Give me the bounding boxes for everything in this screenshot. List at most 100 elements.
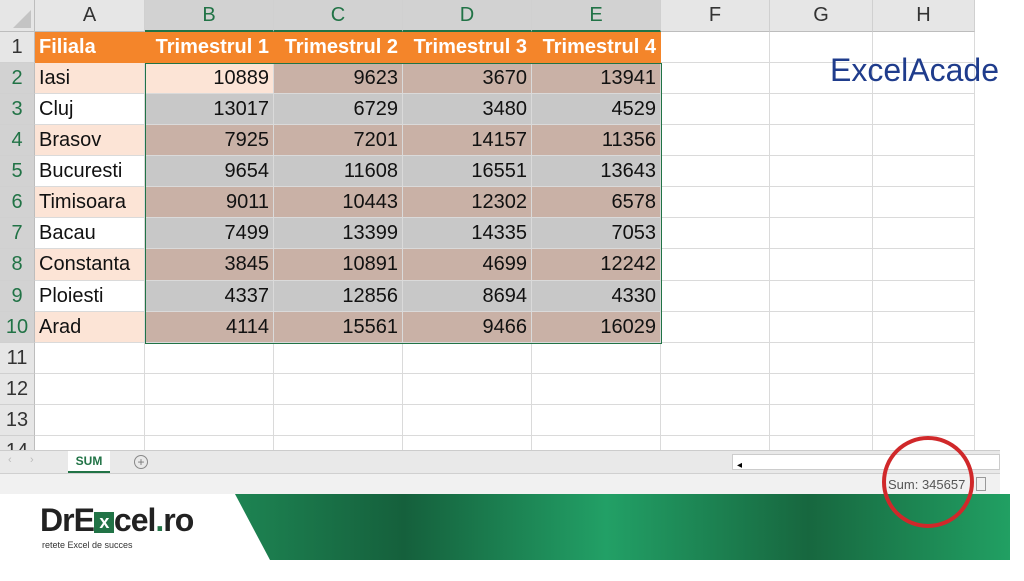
cell-G7[interactable] <box>770 218 873 249</box>
row-header-13[interactable]: 13 <box>0 405 35 436</box>
cell-D3[interactable]: 3480 <box>403 94 532 125</box>
cell-D11[interactable] <box>403 343 532 374</box>
cell-H2[interactable] <box>873 63 975 94</box>
tab-scroll-left-icon[interactable]: ‹ <box>8 454 12 466</box>
cell-D8[interactable]: 4699 <box>403 249 532 281</box>
cell-C8[interactable]: 10891 <box>274 249 403 281</box>
cell-A4[interactable]: Brasov <box>35 125 145 156</box>
cell-F8[interactable] <box>661 249 770 281</box>
cell-E7[interactable]: 7053 <box>532 218 661 249</box>
cell-A5[interactable]: Bucuresti <box>35 156 145 187</box>
cell-B7[interactable]: 7499 <box>145 218 274 249</box>
cell-F13[interactable] <box>661 405 770 436</box>
sheet-tab-sum[interactable]: SUM <box>68 451 110 473</box>
cell-F9[interactable] <box>661 281 770 312</box>
cell-A12[interactable] <box>35 374 145 405</box>
cell-G2[interactable] <box>770 63 873 94</box>
cell-A2[interactable]: Iasi <box>35 63 145 94</box>
cell-F12[interactable] <box>661 374 770 405</box>
cell-E12[interactable] <box>532 374 661 405</box>
cell-B5[interactable]: 9654 <box>145 156 274 187</box>
cell-H6[interactable] <box>873 187 975 218</box>
cell-G10[interactable] <box>770 312 873 343</box>
cell-F10[interactable] <box>661 312 770 343</box>
cell-B11[interactable] <box>145 343 274 374</box>
cell-H9[interactable] <box>873 281 975 312</box>
cell-C10[interactable]: 15561 <box>274 312 403 343</box>
cell-D2[interactable]: 3670 <box>403 63 532 94</box>
cell-A3[interactable]: Cluj <box>35 94 145 125</box>
cell-E6[interactable]: 6578 <box>532 187 661 218</box>
cell-D6[interactable]: 12302 <box>403 187 532 218</box>
cell-F5[interactable] <box>661 156 770 187</box>
cell-H5[interactable] <box>873 156 975 187</box>
cell-A8[interactable]: Constanta <box>35 249 145 281</box>
cell-H11[interactable] <box>873 343 975 374</box>
cell-C2[interactable]: 9623 <box>274 63 403 94</box>
cell-A7[interactable]: Bacau <box>35 218 145 249</box>
cell-D9[interactable]: 8694 <box>403 281 532 312</box>
page-layout-icon[interactable] <box>976 477 986 491</box>
cell-E9[interactable]: 4330 <box>532 281 661 312</box>
row-header-9[interactable]: 9 <box>0 281 35 312</box>
cell-E4[interactable]: 11356 <box>532 125 661 156</box>
select-all-button[interactable] <box>0 0 35 32</box>
cell-H4[interactable] <box>873 125 975 156</box>
row-header-4[interactable]: 4 <box>0 125 35 156</box>
cell-H7[interactable] <box>873 218 975 249</box>
cell-A14[interactable] <box>35 436 145 450</box>
cell-B4[interactable]: 7925 <box>145 125 274 156</box>
row-header-5[interactable]: 5 <box>0 156 35 187</box>
cell-B3[interactable]: 13017 <box>145 94 274 125</box>
column-header-A[interactable]: A <box>35 0 145 32</box>
cell-A11[interactable] <box>35 343 145 374</box>
cell-G3[interactable] <box>770 94 873 125</box>
cell-H14[interactable] <box>873 436 975 450</box>
cell-A6[interactable]: Timisoara <box>35 187 145 218</box>
row-header-8[interactable]: 8 <box>0 249 35 281</box>
cell-D4[interactable]: 14157 <box>403 125 532 156</box>
cell-D1[interactable]: Trimestrul 3 <box>403 32 532 63</box>
cell-G8[interactable] <box>770 249 873 281</box>
column-header-D[interactable]: D <box>403 0 532 32</box>
cell-H13[interactable] <box>873 405 975 436</box>
row-header-7[interactable]: 7 <box>0 218 35 249</box>
row-header-1[interactable]: 1 <box>0 32 35 63</box>
cell-G13[interactable] <box>770 405 873 436</box>
cell-E11[interactable] <box>532 343 661 374</box>
cell-F14[interactable] <box>661 436 770 450</box>
cell-A9[interactable]: Ploiesti <box>35 281 145 312</box>
cell-E13[interactable] <box>532 405 661 436</box>
cell-C5[interactable]: 11608 <box>274 156 403 187</box>
row-header-6[interactable]: 6 <box>0 187 35 218</box>
cell-A10[interactable]: Arad <box>35 312 145 343</box>
row-header-3[interactable]: 3 <box>0 94 35 125</box>
cell-C7[interactable]: 13399 <box>274 218 403 249</box>
tab-scroll-right-icon[interactable]: › <box>30 454 34 466</box>
cell-C1[interactable]: Trimestrul 2 <box>274 32 403 63</box>
cell-F3[interactable] <box>661 94 770 125</box>
cell-E1[interactable]: Trimestrul 4 <box>532 32 661 63</box>
cell-G5[interactable] <box>770 156 873 187</box>
plus-circle-icon[interactable]: + <box>134 455 148 469</box>
cell-D12[interactable] <box>403 374 532 405</box>
cell-E2[interactable]: 13941 <box>532 63 661 94</box>
cell-G11[interactable] <box>770 343 873 374</box>
scroll-left-icon[interactable]: ◂ <box>737 460 743 471</box>
cell-B13[interactable] <box>145 405 274 436</box>
cell-H8[interactable] <box>873 249 975 281</box>
cell-F2[interactable] <box>661 63 770 94</box>
cell-G9[interactable] <box>770 281 873 312</box>
cell-E5[interactable]: 13643 <box>532 156 661 187</box>
cell-D10[interactable]: 9466 <box>403 312 532 343</box>
cell-C3[interactable]: 6729 <box>274 94 403 125</box>
row-header-12[interactable]: 12 <box>0 374 35 405</box>
row-header-2[interactable]: 2 <box>0 63 35 94</box>
cell-D5[interactable]: 16551 <box>403 156 532 187</box>
row-header-10[interactable]: 10 <box>0 312 35 343</box>
cell-D13[interactable] <box>403 405 532 436</box>
cell-C13[interactable] <box>274 405 403 436</box>
cell-B10[interactable]: 4114 <box>145 312 274 343</box>
cell-A1[interactable]: Filiala <box>35 32 145 63</box>
